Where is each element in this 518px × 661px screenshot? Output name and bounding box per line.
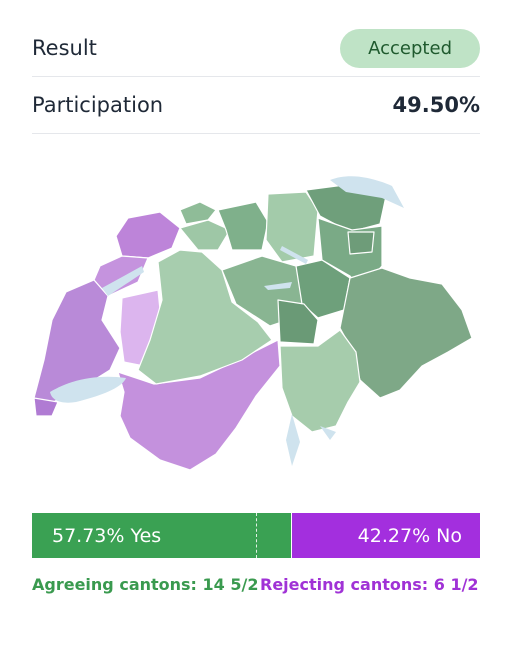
no-label: 42.27% No	[358, 525, 462, 547]
agreeing-cantons: Agreeing cantons: 14 5/2	[32, 572, 260, 598]
participation-value: 49.50%	[393, 93, 480, 117]
canton-region-solothurn[interactable]	[180, 220, 230, 250]
vote-result-bar: 57.73% Yes 42.27% No	[32, 513, 480, 558]
canton-map	[30, 170, 486, 480]
canton-region-appenzell[interactable]	[348, 232, 374, 254]
canton-region-jura[interactable]	[116, 212, 180, 258]
result-label: Result	[32, 36, 97, 60]
result-row: Result Accepted	[32, 20, 480, 77]
canton-region-aargau[interactable]	[218, 202, 268, 250]
no-segment: 42.27% No	[292, 513, 480, 558]
canton-summary: Agreeing cantons: 14 5/2 Rejecting canto…	[32, 572, 480, 598]
majority-marker	[256, 513, 257, 558]
participation-row: Participation 49.50%	[32, 77, 480, 134]
yes-label: 57.73% Yes	[52, 525, 161, 547]
lake-maggiore	[286, 414, 300, 466]
yes-segment: 57.73% Yes	[32, 513, 291, 558]
rejecting-cantons: Rejecting cantons: 6 1/2	[260, 572, 480, 598]
status-badge: Accepted	[340, 29, 480, 68]
participation-label: Participation	[32, 93, 163, 117]
